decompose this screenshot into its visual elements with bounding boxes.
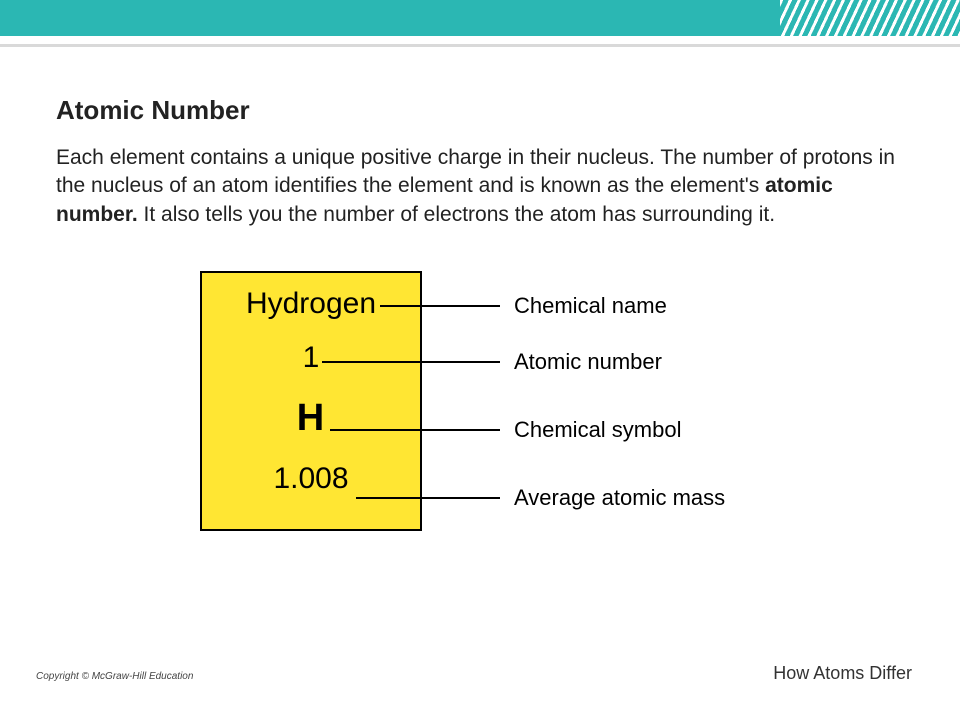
header-bar <box>0 0 960 36</box>
diagram-container: Hydrogen 1 H 1.008 Chemical name Atomic … <box>56 257 904 547</box>
callout-label-symbol: Chemical symbol <box>514 417 682 443</box>
copyright-text: Copyright © McGraw-Hill Education <box>36 671 193 682</box>
callout-label-number: Atomic number <box>514 349 662 375</box>
callout-label-mass: Average atomic mass <box>514 485 725 511</box>
callout-atomic-mass: Average atomic mass <box>356 485 725 511</box>
element-diagram: Hydrogen 1 H 1.008 Chemical name Atomic … <box>200 257 760 547</box>
content-area: Atomic Number Each element contains a un… <box>0 47 960 547</box>
page-title: Atomic Number <box>56 95 904 126</box>
element-name: Hydrogen <box>246 287 376 321</box>
element-symbol: H <box>297 397 325 440</box>
paragraph-post: It also tells you the number of electron… <box>138 203 775 226</box>
callout-line <box>380 305 500 307</box>
callout-chemical-symbol: Chemical symbol <box>330 417 682 443</box>
callout-line <box>330 429 500 431</box>
element-atomic-number: 1 <box>303 341 320 375</box>
callout-line <box>322 361 500 363</box>
section-title: How Atoms Differ <box>773 663 912 684</box>
callout-chemical-name: Chemical name <box>380 293 667 319</box>
callout-atomic-number: Atomic number <box>322 349 662 375</box>
callout-line <box>356 497 500 499</box>
element-mass: 1.008 <box>273 462 348 496</box>
header-hatch-pattern <box>780 0 960 36</box>
callout-label-name: Chemical name <box>514 293 667 319</box>
body-paragraph: Each element contains a unique positive … <box>56 144 896 229</box>
